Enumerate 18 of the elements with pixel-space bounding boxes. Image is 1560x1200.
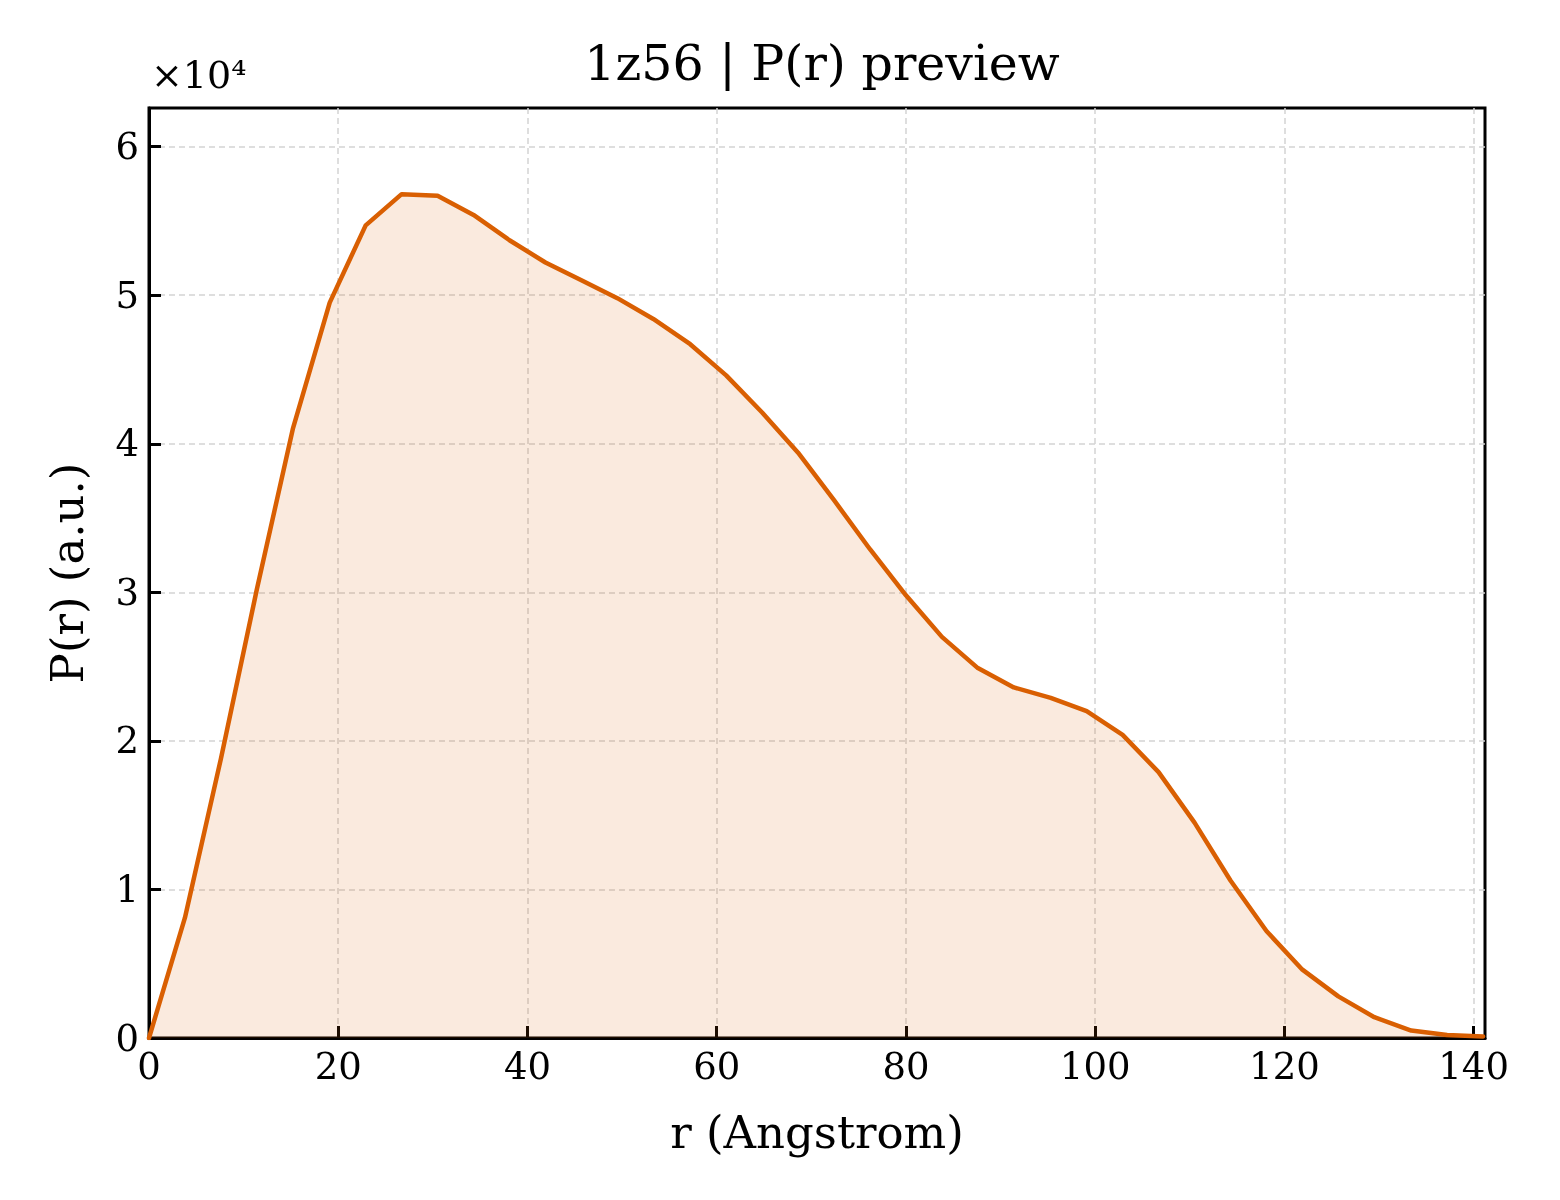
y-tick-label: 5: [115, 273, 139, 317]
y-tick-label: 0: [115, 1016, 139, 1060]
y-axis-title: P(r) (a.u.): [41, 462, 94, 684]
x-tick-label: 120: [1249, 1045, 1320, 1088]
x-tick-label: 60: [693, 1045, 741, 1088]
x-axis-title: r (Angstrom): [670, 1106, 964, 1159]
y-tick-label: 3: [115, 570, 139, 614]
x-tick-label: 40: [503, 1045, 552, 1088]
x-tick-label: 140: [1438, 1045, 1509, 1088]
x-tick-label: 20: [314, 1045, 362, 1088]
x-tick-label: 80: [882, 1045, 930, 1088]
y-tick-label: 6: [115, 125, 139, 169]
y-tick-label: 4: [115, 422, 139, 466]
y-tick-label: 1: [115, 867, 139, 911]
text: ×10⁴: [151, 53, 247, 97]
chart-title: 1z56 | P(r) preview: [584, 35, 1060, 92]
y-tick-label: 2: [115, 719, 139, 763]
x-tick-label: 100: [1059, 1045, 1131, 1088]
